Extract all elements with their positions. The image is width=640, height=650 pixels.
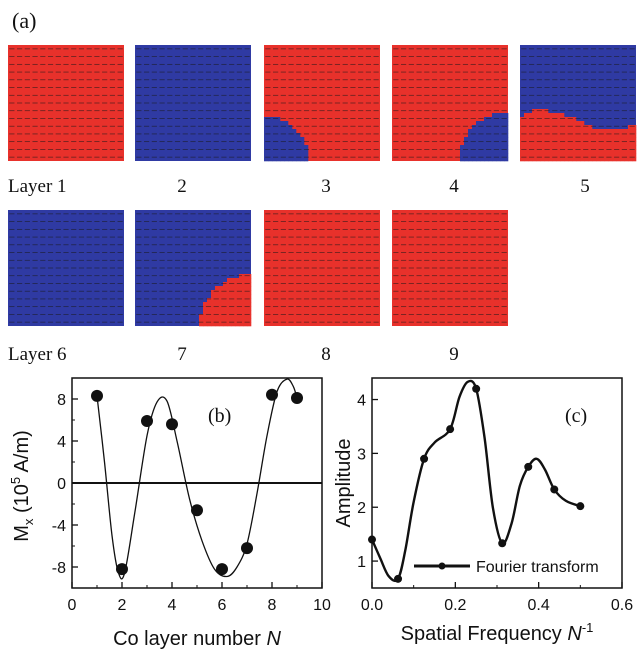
chart-b-ytick-label: -4 [52,518,66,535]
layer-label-3: 3 [321,176,331,197]
chart-c-point [368,535,376,544]
chart-c-point [498,539,507,548]
chart-c-xlabel: Spatial Frequency N-1 [401,620,594,645]
chart-c-xtick-label: 0.4 [528,597,550,614]
chart-b-point [266,388,278,401]
layer-tile-5 [520,45,637,162]
chart-c-curve [370,379,581,583]
chart-b-fit-curve [96,378,298,580]
layer-tile-3 [264,45,380,162]
chart-c-ytick-label: 3 [357,446,366,463]
chart-b-ytick-label: 8 [57,392,66,409]
layer-label-8: 8 [321,344,331,365]
chart-b-point [116,563,128,576]
chart-b-xlabel: Co layer number N [113,628,281,650]
chart-b: 0 2 4 6 8 10 8 4 0 -4 -8 (b) Co layer number N Mx … [8,377,331,650]
chart-b-ticks: 0 2 4 6 8 10 8 4 0 -4 -8 [52,392,331,614]
chart-c-point [394,574,403,583]
chart-c-xtick-label: 0.2 [444,597,466,614]
chart-c-legend: Fourier transform [414,559,599,576]
layer-label-6: Layer 6 [8,344,67,365]
chart-c-ytick-label: 4 [357,393,366,410]
chart-b-ylabel: Mx (105 A/m) [8,430,36,542]
chart-b-panel-label: (b) [208,405,231,427]
layer-tile-7 [135,210,252,327]
layer-label-7: 7 [177,344,187,365]
chart-b-point [141,415,153,428]
chart-c: 0.0 0.2 0.4 0.6 1 2 3 4 (c) Fourier transform S… [333,377,633,645]
chart-c-xtick-label: 0.0 [361,597,383,614]
layer-tile-8 [264,210,380,326]
layer-tile-1 [8,45,124,161]
chart-c-point [524,462,533,471]
layer-tile-4 [392,45,509,162]
chart-c-xtick-label: 0.6 [611,597,633,614]
chart-b-point [191,504,203,517]
chart-c-ticks: 0.0 0.2 0.4 0.6 1 2 3 4 [357,393,633,614]
legend-label: Fourier transform [476,559,599,576]
chart-b-xtick-label: 6 [218,597,227,614]
chart-b-ytick-label: 0 [57,476,66,493]
chart-b-ytick-label: 4 [57,434,66,451]
chart-b-xtick-label: 8 [268,597,277,614]
chart-c-panel-label: (c) [565,405,587,427]
layer-tiles [8,45,637,327]
chart-c-point [446,425,455,434]
chart-c-point [550,485,559,494]
chart-c-ytick-label: 1 [357,554,366,571]
chart-c-ylabel: Amplitude [333,439,355,528]
chart-c-point [420,454,429,463]
chart-b-point [91,389,103,402]
layer-label-1: Layer 1 [8,176,67,197]
layer-label-9: 9 [449,344,459,365]
chart-c-point [472,384,481,393]
layer-label-2: 2 [177,176,187,197]
layer-tile-9 [392,210,508,326]
chart-b-point [241,542,253,555]
chart-b-point [216,563,228,576]
chart-b-xtick-label: 2 [118,597,127,614]
chart-b-ytick-label: -8 [52,560,66,577]
chart-b-point [166,418,178,431]
layer-label-5: 5 [580,176,590,197]
layer-tile-6 [8,210,124,326]
chart-c-points [368,384,585,583]
layer-label-4: 4 [449,176,459,197]
legend-marker [438,562,446,570]
layer-tile-2 [135,45,251,161]
chart-b-xtick-label: 4 [168,597,177,614]
chart-b-xtick-label: 10 [313,597,331,614]
chart-b-xtick-label: 0 [68,597,77,614]
chart-b-point [291,391,303,404]
chart-c-point [576,502,585,511]
panel-a-label: (a) [12,8,36,33]
chart-c-ytick-label: 2 [357,500,366,517]
chart-b-points [91,388,303,576]
